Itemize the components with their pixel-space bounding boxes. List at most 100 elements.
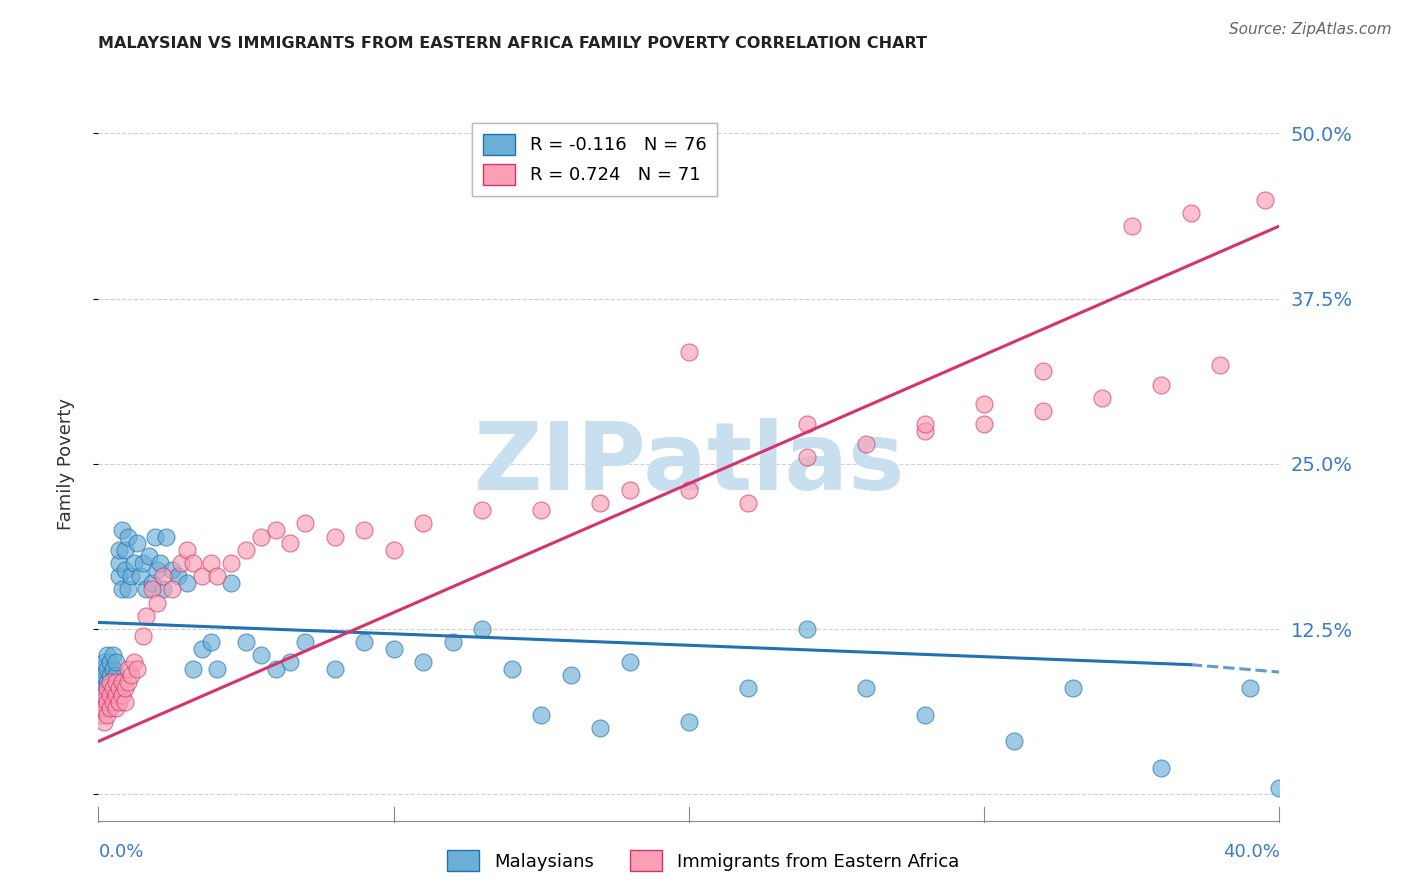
Point: [353, 635, 375, 649]
Point: [1150, 761, 1173, 775]
Point: [96, 707, 118, 722]
Point: [412, 655, 434, 669]
Point: [589, 721, 612, 735]
Point: [146, 563, 169, 577]
Point: [1268, 780, 1291, 795]
Point: [162, 582, 183, 597]
Point: [1002, 734, 1025, 748]
Point: [382, 641, 405, 656]
Point: [117, 674, 139, 689]
Legend: R = -0.116   N = 76, R = 0.724   N = 71: R = -0.116 N = 76, R = 0.724 N = 71: [472, 123, 717, 195]
Point: [530, 707, 553, 722]
Text: 40.0%: 40.0%: [1223, 843, 1279, 861]
Legend: Malaysians, Immigrants from Eastern Africa: Malaysians, Immigrants from Eastern Afri…: [440, 843, 966, 879]
Point: [1254, 193, 1277, 207]
Point: [117, 529, 139, 543]
Point: [914, 417, 936, 432]
Point: [264, 662, 287, 676]
Point: [111, 582, 134, 597]
Point: [143, 529, 166, 543]
Point: [1032, 404, 1054, 418]
Point: [135, 582, 157, 597]
Point: [105, 681, 128, 696]
Point: [93, 688, 115, 702]
Point: [1150, 377, 1173, 392]
Point: [108, 542, 131, 557]
Point: [796, 622, 818, 636]
Point: [560, 668, 582, 682]
Point: [191, 641, 214, 656]
Point: [98, 668, 121, 682]
Point: [111, 523, 134, 537]
Point: [796, 417, 818, 432]
Text: MALAYSIAN VS IMMIGRANTS FROM EASTERN AFRICA FAMILY POVERTY CORRELATION CHART: MALAYSIAN VS IMMIGRANTS FROM EASTERN AFR…: [98, 36, 928, 51]
Text: Source: ZipAtlas.com: Source: ZipAtlas.com: [1229, 22, 1392, 37]
Point: [103, 695, 125, 709]
Point: [125, 662, 148, 676]
Point: [914, 424, 936, 438]
Point: [122, 556, 145, 570]
Text: ZIPatlas: ZIPatlas: [474, 417, 904, 510]
Point: [114, 695, 136, 709]
Point: [181, 662, 204, 676]
Point: [200, 635, 222, 649]
Point: [93, 681, 115, 696]
Point: [353, 523, 375, 537]
Point: [108, 695, 131, 709]
Point: [132, 629, 155, 643]
Point: [90, 707, 112, 722]
Point: [619, 483, 641, 498]
Point: [382, 542, 405, 557]
Point: [1062, 681, 1084, 696]
Point: [108, 681, 131, 696]
Point: [96, 662, 118, 676]
Point: [1239, 681, 1261, 696]
Point: [135, 608, 157, 623]
Point: [441, 635, 464, 649]
Point: [152, 582, 174, 597]
Point: [125, 536, 148, 550]
Point: [96, 674, 118, 689]
Point: [117, 582, 139, 597]
Point: [98, 701, 121, 715]
Point: [205, 662, 228, 676]
Point: [93, 714, 115, 729]
Point: [96, 688, 118, 702]
Point: [114, 681, 136, 696]
Point: [278, 536, 302, 550]
Point: [146, 596, 169, 610]
Point: [250, 529, 273, 543]
Point: [250, 648, 273, 663]
Point: [98, 674, 121, 689]
Point: [114, 542, 136, 557]
Point: [132, 556, 155, 570]
Point: [103, 662, 125, 676]
Point: [96, 648, 118, 663]
Point: [471, 622, 494, 636]
Point: [264, 523, 287, 537]
Point: [93, 701, 115, 715]
Point: [152, 569, 174, 583]
Point: [111, 688, 134, 702]
Point: [855, 681, 877, 696]
Point: [120, 668, 142, 682]
Y-axis label: Family Poverty: Family Poverty: [56, 398, 75, 530]
Point: [796, 450, 818, 465]
Point: [167, 569, 190, 583]
Point: [737, 681, 759, 696]
Point: [93, 668, 115, 682]
Point: [973, 397, 995, 411]
Point: [678, 483, 700, 498]
Point: [105, 688, 128, 702]
Point: [103, 674, 125, 689]
Point: [678, 344, 700, 359]
Point: [105, 701, 128, 715]
Point: [219, 556, 242, 570]
Point: [530, 503, 553, 517]
Point: [120, 569, 142, 583]
Point: [1180, 206, 1202, 220]
Point: [294, 516, 316, 531]
Point: [181, 556, 204, 570]
Point: [96, 681, 118, 696]
Text: 0.0%: 0.0%: [98, 843, 143, 861]
